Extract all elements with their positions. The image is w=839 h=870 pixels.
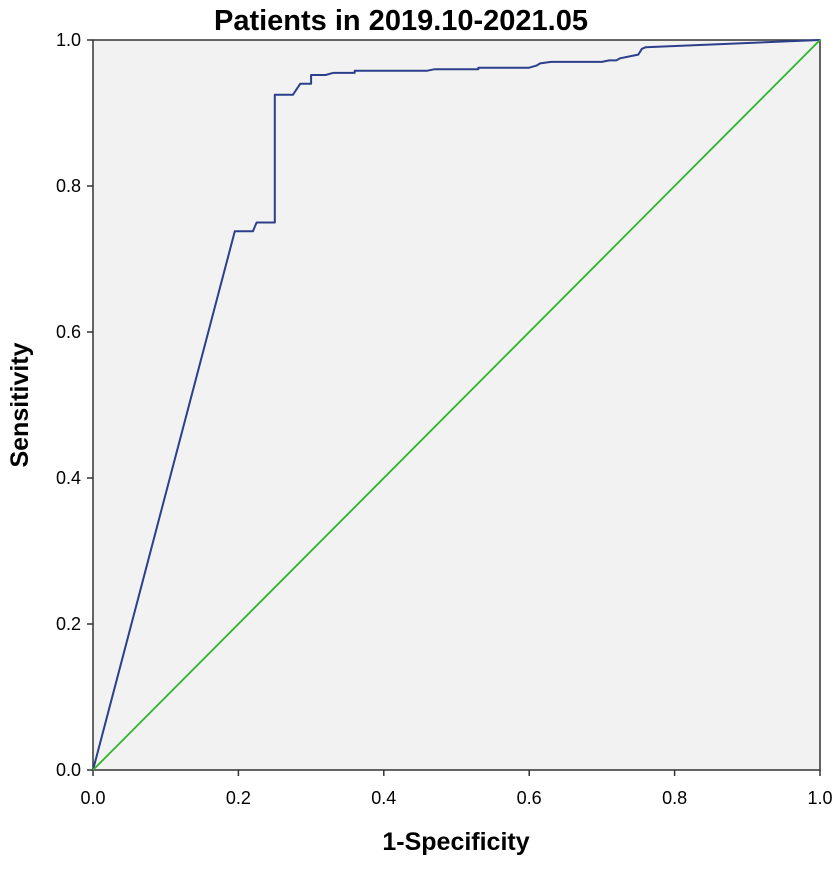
axis-ticks: 0.0 0.2 0.4 0.6 0.8 1.0 0.0 0.2 0.4 0.6 0.8 1.0 [56,30,833,808]
reference-diagonal-line [92,39,821,771]
series-group [92,39,821,771]
y-tick-label: 0.8 [56,176,81,196]
y-tick-label: 0.4 [56,468,81,488]
x-axis-title: 1-Specificity [382,828,529,856]
roc-curve-line [92,39,821,771]
x-tick-label: 1.0 [807,788,832,808]
x-tick-label: 0.4 [371,788,396,808]
y-tick-label: 0.0 [56,760,81,780]
x-tick-label: 0.0 [80,788,105,808]
y-tick-label: 0.2 [56,614,81,634]
x-tick-label: 0.8 [662,788,687,808]
chart-title: Patients in 2019.10-2021.05 [214,5,588,37]
x-tick-label: 0.2 [226,788,251,808]
y-tick-label: 0.6 [56,322,81,342]
x-tick-label: 0.6 [517,788,542,808]
y-tick-label: 1.0 [56,30,81,50]
y-axis-title: Sensitivity [6,342,34,467]
